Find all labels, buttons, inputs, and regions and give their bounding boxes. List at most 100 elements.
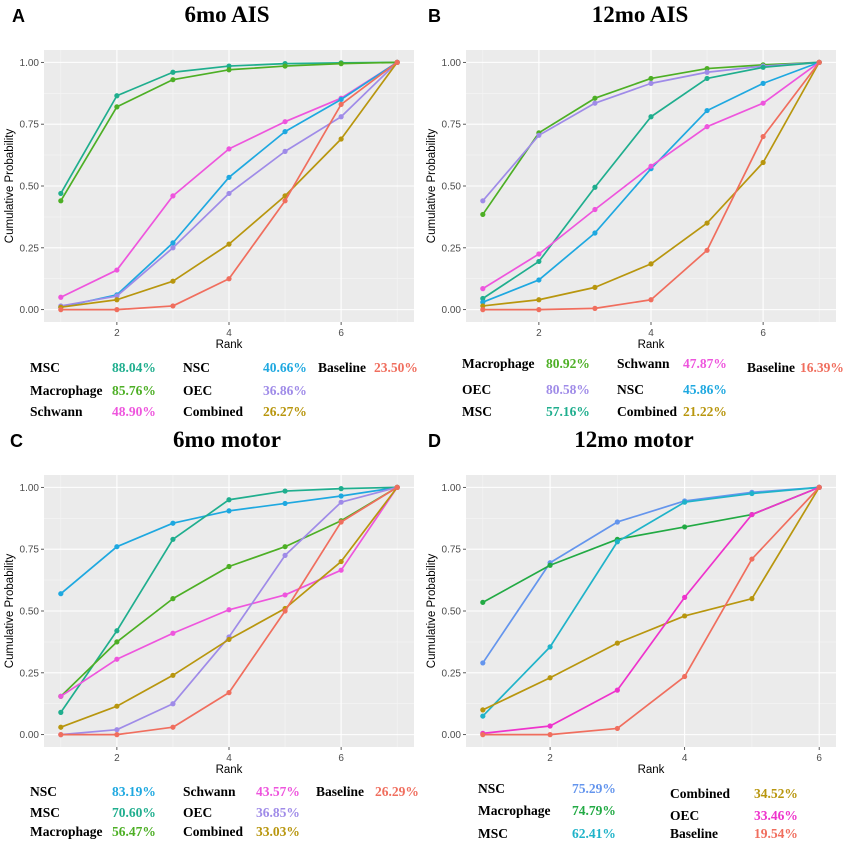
line-chart: 0.00 0.25 0.50 0.75 1.00 2 4 6 Rank Cumulative Pr… [426,50,836,351]
y-tick-label: 1.00 [442,483,462,494]
data-point-schwann [226,607,232,613]
legend-name: Combined [617,404,678,419]
data-point-nsc [338,493,344,499]
legend-value: 74.79% [572,803,616,818]
y-tick-label: 0.75 [20,120,40,131]
legend-value: 40.66% [263,360,307,375]
data-point-schwann [114,656,120,662]
data-point-baseline [58,732,64,738]
data-point-nsc [614,519,620,525]
data-point-combined [749,596,755,602]
series-line-nsc [482,486,820,664]
data-point-msc [226,497,232,503]
data-point-combined [170,278,176,284]
x-axis-label: Rank [216,764,243,776]
data-point-baseline [226,276,232,282]
data-point-msc [648,114,654,120]
y-tick-label: 0.75 [442,545,462,556]
data-point-msc [114,93,120,99]
data-point-nsc [592,230,598,236]
data-point-schwann [338,567,344,573]
data-point-schwann [114,267,120,273]
data-point-macrophage [338,61,344,67]
line-chart: 0.00 0.25 0.50 0.75 1.00 2 4 6 Rank Cumulative Pr… [4,50,414,351]
data-point-combined [682,613,688,619]
legend-name: Macrophage [462,356,535,371]
data-point-msc [58,190,64,197]
legend-name: NSC [478,781,506,796]
panel-letter: A [12,6,25,26]
y-axis-label: Cumulative Probability [4,129,16,244]
data-point-baseline [682,673,688,680]
legend-value: 70.60% [112,805,156,820]
data-point-nsc [282,129,288,135]
y-tick-label: 0.25 [20,243,40,254]
x-tick-label: 4 [226,328,232,339]
legend-value: 62.41% [572,826,616,841]
data-point-combined [704,220,710,226]
data-point-baseline [170,724,176,730]
data-point-baseline [338,519,344,525]
data-point-combined [648,261,654,267]
legend-name: Baseline [318,360,367,375]
legend-name: Macrophage [478,803,551,818]
data-point-combined [114,297,120,303]
data-point-baseline [394,484,400,490]
data-point-nsc [170,240,176,246]
data-point-nsc [226,174,232,180]
data-point-macrophage [704,65,710,72]
data-point-oec [480,198,486,204]
x-tick-label: 6 [760,328,766,339]
data-point-baseline [547,732,553,738]
data-point-baseline [480,732,486,738]
legend-name: NSC [30,784,58,799]
data-point-oec [547,723,553,729]
data-point-baseline [592,305,598,311]
x-tick-label: 2 [536,328,542,339]
y-tick-label: 1.00 [20,58,40,69]
legend-value: 85.76% [112,383,156,398]
x-axis-label: Rank [638,339,665,351]
data-point-msc [480,295,486,302]
legend-name: MSC [30,360,60,375]
data-point-msc [547,644,553,650]
legend-name: OEC [183,383,213,398]
legend-value: 36.85% [256,805,300,820]
series-line-oec [482,486,820,735]
data-point-schwann [226,146,232,152]
data-point-combined [226,636,232,643]
data-point-macrophage [480,211,486,218]
x-tick-label: 2 [114,328,120,339]
data-point-baseline [480,307,486,313]
legend-name: Combined [670,786,731,801]
data-point-macrophage [547,562,553,568]
data-point-nsc [480,299,486,305]
legend-value: 80.92% [546,356,590,371]
data-point-nsc [480,660,486,666]
data-point-oec [170,245,176,251]
legend-name: Combined [183,404,244,419]
data-point-msc [282,488,288,494]
data-point-schwann [592,206,598,213]
data-point-combined [614,640,620,646]
data-point-oec [114,727,120,733]
data-point-baseline [394,59,400,65]
x-tick-label: 6 [338,328,344,339]
panel-title: 6mo AIS [184,2,270,27]
data-point-msc [338,486,344,492]
legend-value: 19.54% [754,826,798,841]
y-tick-label: 0.25 [442,243,462,254]
data-point-msc [704,75,710,82]
data-point-baseline [114,307,120,313]
data-point-baseline [816,59,822,65]
legend-name: Macrophage [30,824,103,839]
data-point-combined [226,241,232,247]
panel-title: 6mo motor [173,427,281,452]
series-line-combined [482,486,820,711]
data-point-msc [614,539,620,545]
y-axis-label: Cumulative Probability [426,129,438,244]
data-point-msc [114,628,120,634]
data-point-macrophage [226,67,232,73]
x-tick-label: 4 [682,753,688,764]
data-point-oec [338,114,344,120]
